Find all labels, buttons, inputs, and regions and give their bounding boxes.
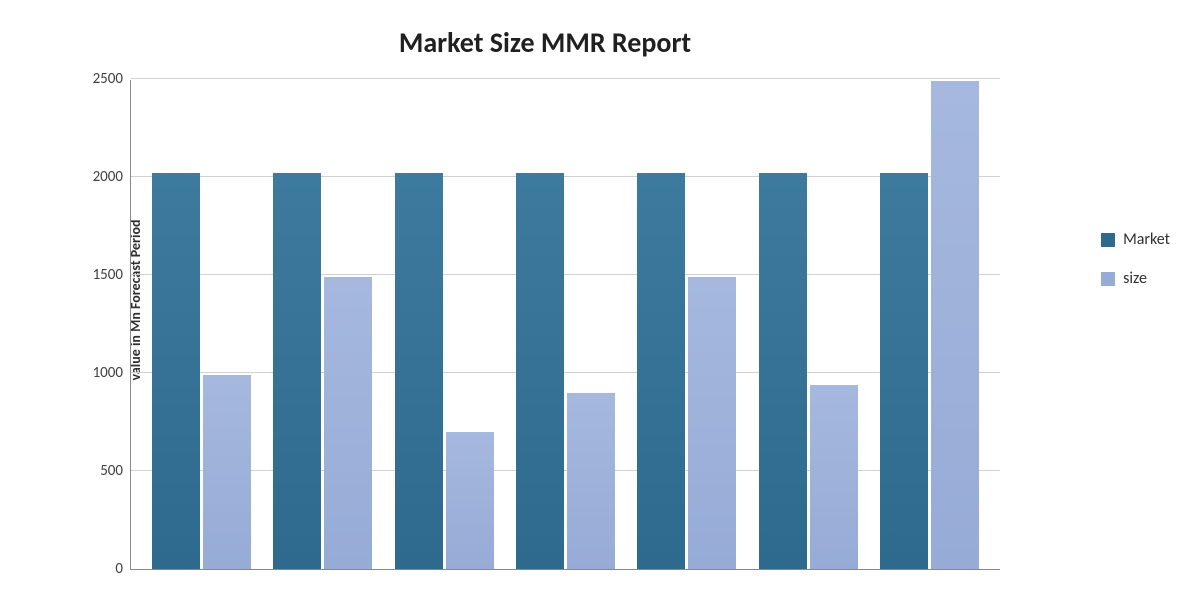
gridline — [131, 78, 1000, 79]
bar-market — [637, 173, 685, 569]
bar-group — [880, 81, 979, 569]
plot-area: 05001000150020002500 — [130, 80, 1000, 570]
bar-market — [759, 173, 807, 569]
y-tick-label: 500 — [100, 462, 123, 480]
bar-group — [152, 173, 251, 569]
bar-size — [203, 375, 251, 569]
chart-container: Market Size MMR Report value in Mn Forec… — [70, 10, 1020, 590]
legend-label-size: size — [1123, 269, 1147, 288]
bar-size — [567, 393, 615, 569]
bar-market — [880, 173, 928, 569]
y-tick-label: 2000 — [93, 168, 123, 186]
legend: Market size — [1101, 230, 1170, 308]
bar-group — [759, 173, 858, 569]
bar-size — [324, 277, 372, 569]
y-tick-label: 1000 — [93, 364, 123, 382]
legend-item-market: Market — [1101, 230, 1170, 249]
legend-label-market: Market — [1123, 230, 1170, 249]
legend-swatch-market — [1101, 233, 1115, 247]
bar-size — [446, 432, 494, 569]
bar-group — [516, 173, 615, 569]
bar-market — [273, 173, 321, 569]
bar-group — [637, 173, 736, 569]
legend-swatch-size — [1101, 272, 1115, 286]
chart-title: Market Size MMR Report — [70, 25, 1020, 60]
bar-size — [931, 81, 979, 569]
y-tick-label: 0 — [115, 560, 123, 578]
legend-item-size: size — [1101, 269, 1170, 288]
bar-group — [273, 173, 372, 569]
bar-size — [810, 385, 858, 569]
bar-market — [395, 173, 443, 569]
bar-group — [395, 173, 494, 569]
bar-market — [152, 173, 200, 569]
bar-market — [516, 173, 564, 569]
y-tick-label: 1500 — [93, 266, 123, 284]
bars-area — [131, 80, 1000, 569]
y-tick-label: 2500 — [93, 70, 123, 88]
bar-size — [688, 277, 736, 569]
